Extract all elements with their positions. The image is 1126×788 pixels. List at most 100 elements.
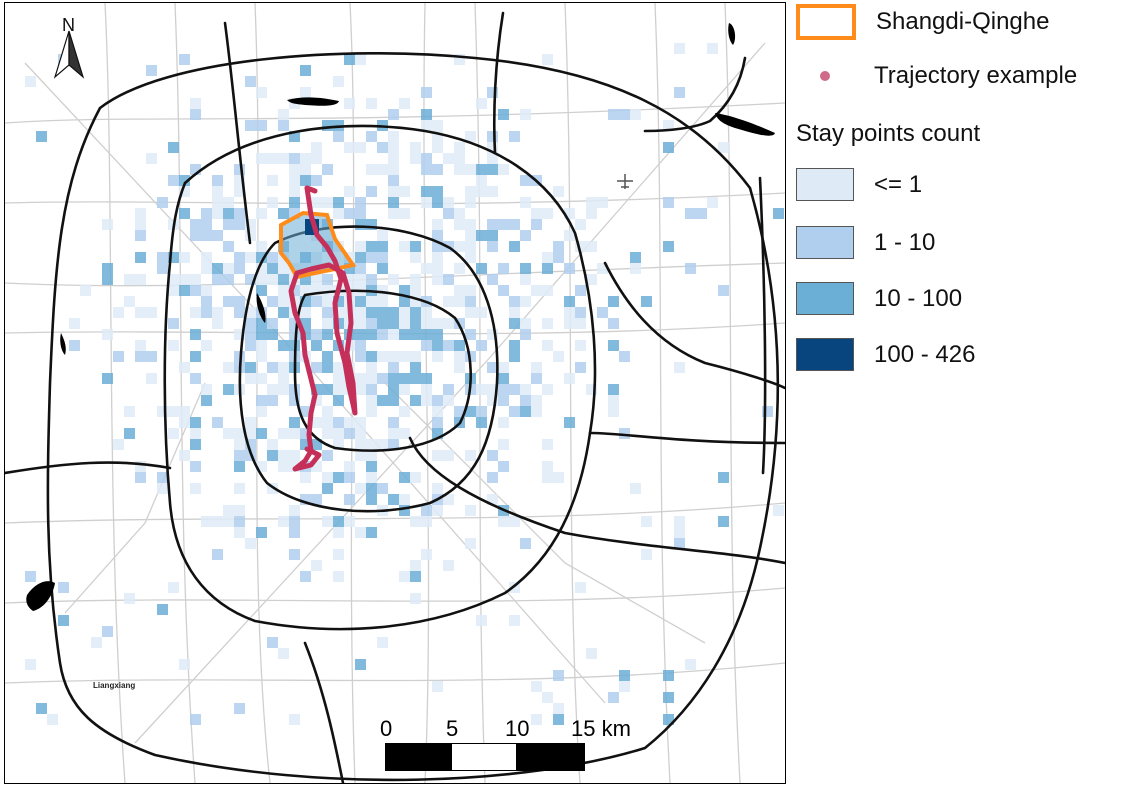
- grid-cell: [344, 186, 355, 197]
- grid-cell: [333, 384, 344, 395]
- grid-cell: [366, 450, 377, 461]
- grid-cell: [344, 417, 355, 428]
- grid-cell: [311, 439, 322, 450]
- grid-cell: [432, 274, 443, 285]
- grid-cell: [564, 318, 575, 329]
- grid-cell: [245, 340, 256, 351]
- grid-cell: [443, 340, 454, 351]
- grid-cell: [542, 692, 553, 703]
- grid-cell: [531, 373, 542, 384]
- grid-cell: [179, 417, 190, 428]
- grid-cell: [256, 208, 267, 219]
- grid-cell: [256, 263, 267, 274]
- grid-cell: [608, 395, 619, 406]
- grid-cell: [366, 351, 377, 362]
- grid-cell: [179, 406, 190, 417]
- grid-cell: [300, 153, 311, 164]
- grid-cell: [201, 263, 212, 274]
- grid-cell: [289, 164, 300, 175]
- grid-cell: [201, 252, 212, 263]
- grid-cell: [575, 285, 586, 296]
- grid-cell: [234, 439, 245, 450]
- grid-cell: [421, 263, 432, 274]
- grid-cell: [300, 494, 311, 505]
- grid-cell: [267, 395, 278, 406]
- grid-cell: [311, 362, 322, 373]
- map-panel[interactable]: N Liangxiang 0 5 10 15 km: [4, 2, 786, 784]
- grid-cell: [223, 241, 234, 252]
- grid-cell: [663, 670, 674, 681]
- grid-cell: [102, 373, 113, 384]
- grid-cell: [388, 329, 399, 340]
- place-label-liangxiang: Liangxiang: [93, 681, 136, 690]
- grid-cell: [223, 208, 234, 219]
- grid-cell: [179, 252, 190, 263]
- grid-cell: [608, 109, 619, 120]
- grid-cell: [322, 362, 333, 373]
- grid-cell: [432, 417, 443, 428]
- grid-cell: [223, 197, 234, 208]
- water-bodies: [26, 23, 775, 611]
- grid-cell: [586, 384, 597, 395]
- grid-cell: [322, 164, 333, 175]
- grid-cell: [289, 714, 300, 725]
- grid-cell: [322, 329, 333, 340]
- grid-cell: [377, 142, 388, 153]
- grid-cell: [696, 208, 707, 219]
- grid-cell: [333, 428, 344, 439]
- grid-cell: [432, 351, 443, 362]
- grid-cell: [168, 406, 179, 417]
- grid-cell: [432, 505, 443, 516]
- grid-cell: [355, 219, 366, 230]
- grid-cell: [443, 153, 454, 164]
- grid-cell: [234, 208, 245, 219]
- trajectory-example[interactable]: [288, 185, 358, 472]
- grid-cell: [135, 307, 146, 318]
- grid-cell: [146, 153, 157, 164]
- grid-cell: [212, 516, 223, 527]
- map-canvas[interactable]: [5, 3, 785, 783]
- grid-cell: [256, 153, 267, 164]
- grid-cell: [575, 318, 586, 329]
- grid-cell: [465, 241, 476, 252]
- grid-cell: [366, 274, 377, 285]
- grid-cell: [333, 417, 344, 428]
- grid-cell: [432, 197, 443, 208]
- grid-cell: [179, 274, 190, 285]
- grid-cell: [355, 208, 366, 219]
- grid-cell: [245, 428, 256, 439]
- grid-cell: [179, 54, 190, 65]
- grid-cell: [377, 395, 388, 406]
- grid-cell: [179, 285, 190, 296]
- grid-cell: [322, 307, 333, 318]
- grid-cell: [498, 373, 509, 384]
- grid-cell: [366, 483, 377, 494]
- grid-cell: [388, 384, 399, 395]
- grid-cell: [476, 417, 487, 428]
- grid-cell: [454, 263, 465, 274]
- grid-cell: [432, 230, 443, 241]
- grid-cell: [663, 142, 674, 153]
- grid-cell: [201, 307, 212, 318]
- grid-cell: [553, 186, 564, 197]
- legend-item-trajectory: Trajectory example: [796, 62, 1077, 90]
- grid-cell: [333, 296, 344, 307]
- grid-cell: [476, 307, 487, 318]
- grid-cell: [377, 373, 388, 384]
- grid-cell: [487, 142, 498, 153]
- grid-cell: [289, 285, 300, 296]
- grid-cell: [674, 87, 685, 98]
- grid-cell: [113, 307, 124, 318]
- grid-cell: [278, 450, 289, 461]
- grid-cell: [630, 483, 641, 494]
- grid-cell: [179, 659, 190, 670]
- grid-cell: [223, 384, 234, 395]
- grid-cell: [201, 208, 212, 219]
- grid-cell: [333, 549, 344, 560]
- grid-cell: [476, 186, 487, 197]
- grid-cell: [256, 318, 267, 329]
- grid-cell: [707, 43, 718, 54]
- scale-label-5: 5: [446, 716, 459, 741]
- grid-cell: [256, 406, 267, 417]
- grid-cell: [212, 230, 223, 241]
